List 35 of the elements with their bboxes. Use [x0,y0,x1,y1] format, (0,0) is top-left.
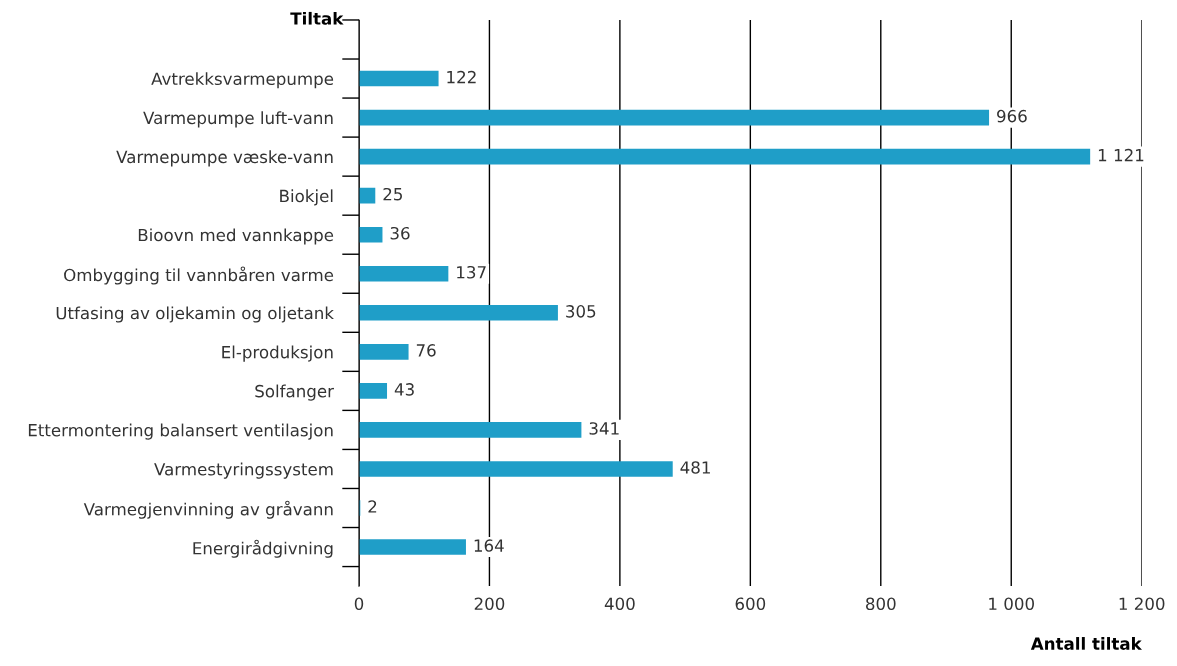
data-label: 25 [383,187,402,201]
y-tick-label: Energirådgivning [193,539,333,558]
data-label: 137 [457,265,486,279]
data-label: 341 [589,422,619,435]
data-label: 76 [416,344,436,357]
data-label: 481 [680,461,710,474]
y-axis-title: Tiltak [290,11,344,25]
x-tick-label: 1 000 [989,597,1034,611]
y-tick-label: Utfasing av oljekamin og oljetank [56,306,334,323]
data-label: 122 [447,70,476,84]
x-axis-title: Antall tiltak [1030,637,1143,650]
x-tick-label: 0 [354,597,364,611]
data-label: 43 [394,383,414,396]
y-tick-label: Biokjel [280,189,333,206]
data-label: 2 [368,500,377,513]
data-label: 305 [566,305,596,318]
data-label: 966 [997,109,1027,123]
y-tick-label: Ombygging til vannbåren varme [64,266,334,285]
y-tick-label: Varmestyringssystem [154,462,333,479]
x-tick-label: 600 [735,597,766,611]
y-tick-label: Solfanger [255,384,334,401]
x-tick-label: 1 200 [1119,597,1165,611]
y-tick-label: Varmepumpe luft-vann [143,111,333,128]
y-tick-label: Varmegjenvinning av gråvann [83,500,333,519]
y-tick-label: Ettermontering balansert ventilasjon [28,423,333,440]
data-label: 164 [474,539,504,552]
data-label: 36 [390,226,410,240]
x-tick-label: 800 [866,597,896,611]
y-tick-label: Bioovn med vannkappe [138,228,334,245]
y-tick-label: Varmepumpe væske-vann [116,150,333,167]
y-tick-label: Avtrekksvarmepumpe [151,72,334,89]
y-tick-label: El-produksjon [222,345,333,362]
x-tick-label: 200 [474,597,505,611]
x-tick-label: 400 [604,597,635,611]
data-label: 1 121 [1098,148,1144,162]
